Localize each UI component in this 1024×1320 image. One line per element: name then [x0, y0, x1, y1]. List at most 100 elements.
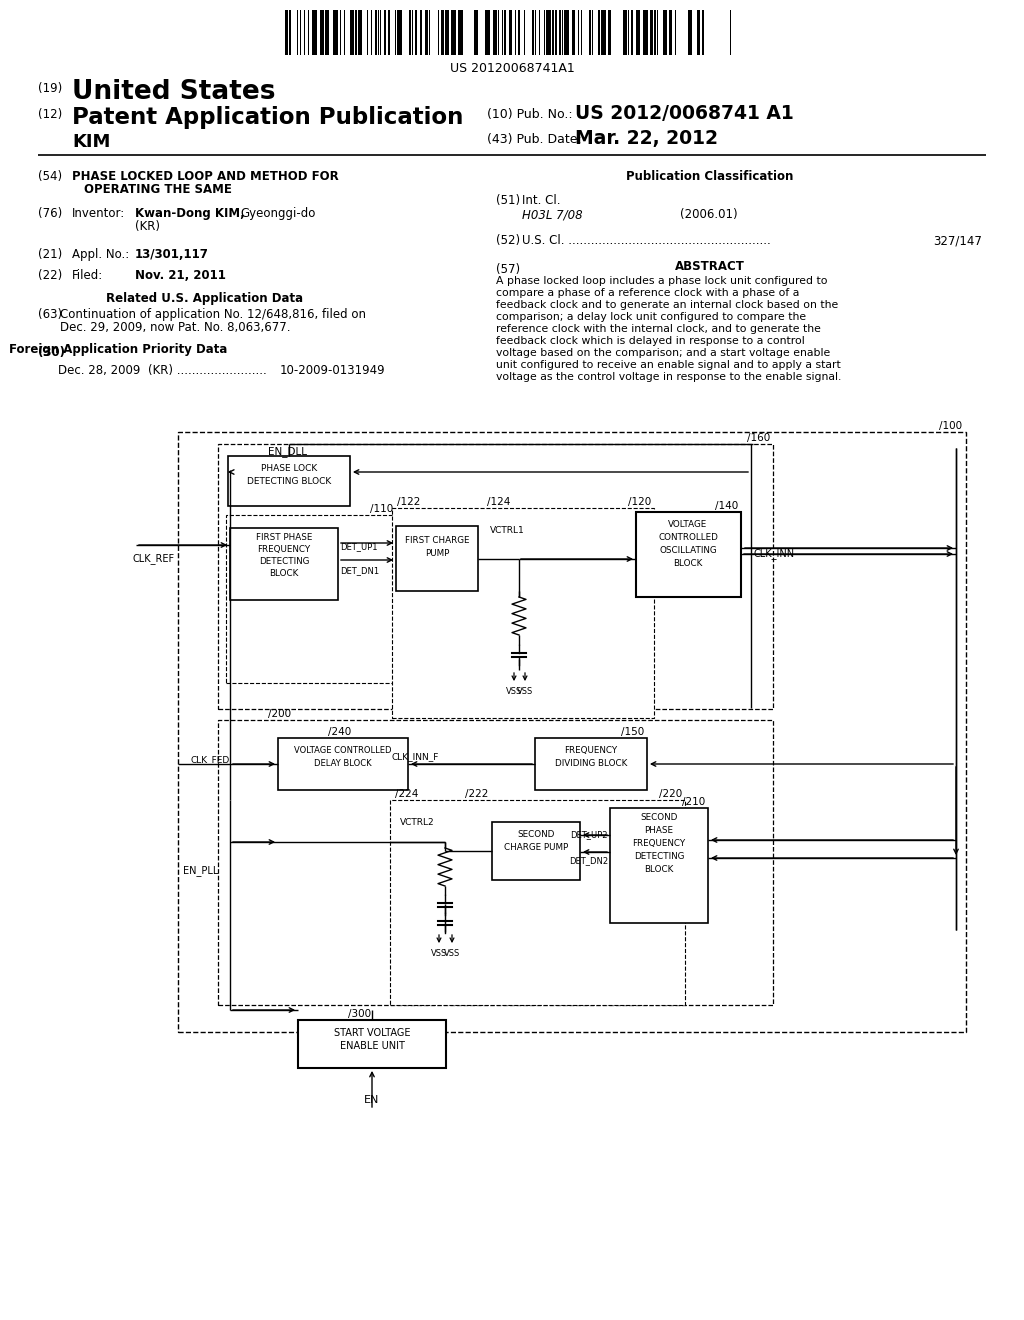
Bar — [654, 11, 656, 55]
Text: (54): (54) — [38, 170, 62, 183]
Bar — [572, 11, 575, 55]
Bar — [623, 11, 627, 55]
Text: feedback clock which is delayed in response to a control: feedback clock which is delayed in respo… — [496, 337, 805, 346]
Bar — [445, 11, 449, 55]
Text: /220: /220 — [658, 789, 682, 799]
Bar — [631, 11, 633, 55]
Text: BLOCK: BLOCK — [644, 865, 674, 874]
Text: (52): (52) — [496, 234, 520, 247]
Text: VCTRL1: VCTRL1 — [490, 525, 524, 535]
Text: 327/147: 327/147 — [933, 234, 982, 247]
Bar — [535, 738, 647, 789]
Bar — [285, 11, 288, 55]
Text: DET_DN2: DET_DN2 — [569, 855, 608, 865]
Bar — [663, 11, 667, 55]
Text: VCTRL2: VCTRL2 — [400, 818, 434, 828]
Text: A phase locked loop includes a phase lock unit configured to: A phase locked loop includes a phase loc… — [496, 276, 827, 286]
Text: 10-2009-0131949: 10-2009-0131949 — [280, 364, 386, 378]
Text: (63): (63) — [38, 308, 62, 321]
Bar — [289, 11, 291, 55]
Bar — [589, 11, 591, 55]
Text: ABSTRACT: ABSTRACT — [675, 260, 744, 273]
Bar — [358, 11, 362, 55]
Bar — [492, 822, 580, 880]
Text: Dec. 29, 2009, now Pat. No. 8,063,677.: Dec. 29, 2009, now Pat. No. 8,063,677. — [60, 321, 291, 334]
Bar — [636, 11, 640, 55]
Text: Publication Classification: Publication Classification — [627, 170, 794, 183]
Bar — [397, 11, 402, 55]
Text: BLOCK: BLOCK — [674, 558, 702, 568]
Text: Inventor:: Inventor: — [72, 207, 125, 220]
Bar — [425, 11, 428, 55]
Text: Gyeonggi-do: Gyeonggi-do — [240, 207, 315, 220]
Text: feedback clock and to generate an internal clock based on the: feedback clock and to generate an intern… — [496, 300, 839, 310]
Text: (57): (57) — [496, 263, 520, 276]
Bar — [409, 11, 411, 55]
Text: EN_DLL: EN_DLL — [268, 446, 307, 457]
Text: (KR): (KR) — [135, 220, 160, 234]
Bar — [312, 11, 317, 55]
Bar — [325, 11, 329, 55]
Bar — [178, 432, 966, 1032]
Text: /150: /150 — [621, 727, 644, 737]
Bar — [509, 11, 512, 55]
Bar — [697, 11, 700, 55]
Bar — [355, 11, 357, 55]
Text: (51): (51) — [496, 194, 520, 207]
Text: START VOLTAGE: START VOLTAGE — [334, 1028, 411, 1038]
Text: (76): (76) — [38, 207, 62, 220]
Bar — [650, 11, 653, 55]
Text: DET_UP2: DET_UP2 — [570, 830, 608, 840]
Text: (43) Pub. Date:: (43) Pub. Date: — [487, 133, 582, 147]
Bar — [702, 11, 705, 55]
Text: DET_DN1: DET_DN1 — [340, 566, 379, 576]
Text: FREQUENCY: FREQUENCY — [633, 840, 686, 847]
Bar — [375, 11, 377, 55]
Text: FIRST PHASE: FIRST PHASE — [256, 533, 312, 543]
Text: DETECTING: DETECTING — [259, 557, 309, 566]
Text: /160: /160 — [746, 433, 770, 444]
Text: OPERATING THE SAME: OPERATING THE SAME — [84, 183, 231, 195]
Text: VSS: VSS — [431, 949, 447, 958]
Text: PUMP: PUMP — [425, 549, 450, 558]
Text: (KR) ........................: (KR) ........................ — [148, 364, 266, 378]
Bar — [559, 11, 561, 55]
Text: VOLTAGE CONTROLLED: VOLTAGE CONTROLLED — [294, 746, 392, 755]
Text: U.S. Cl. ......................................................: U.S. Cl. ...............................… — [522, 234, 771, 247]
Text: 13/301,117: 13/301,117 — [135, 248, 209, 261]
Text: CHARGE PUMP: CHARGE PUMP — [504, 843, 568, 851]
Bar — [608, 11, 611, 55]
Bar — [552, 11, 554, 55]
Text: /240: /240 — [328, 727, 351, 737]
Text: /122: /122 — [397, 498, 421, 507]
Text: VOLTAGE: VOLTAGE — [669, 520, 708, 529]
Text: comparison; a delay lock unit configured to compare the: comparison; a delay lock unit configured… — [496, 312, 806, 322]
Bar — [564, 11, 569, 55]
Bar — [396, 525, 478, 591]
Text: ENABLE UNIT: ENABLE UNIT — [340, 1041, 404, 1051]
Text: /110: /110 — [370, 504, 393, 513]
Bar — [669, 11, 672, 55]
Bar — [226, 515, 396, 682]
Text: EN: EN — [365, 1096, 380, 1105]
Text: DIVIDING BLOCK: DIVIDING BLOCK — [555, 759, 627, 768]
Text: (12): (12) — [38, 108, 62, 121]
Text: Mar. 22, 2012: Mar. 22, 2012 — [575, 129, 718, 148]
Text: DELAY BLOCK: DELAY BLOCK — [314, 759, 372, 768]
Text: Patent Application Publication: Patent Application Publication — [72, 106, 464, 129]
Bar — [218, 444, 773, 709]
Text: CLK_REF: CLK_REF — [133, 553, 175, 564]
Text: /300: /300 — [348, 1008, 371, 1019]
Bar — [350, 11, 354, 55]
Bar — [451, 11, 456, 55]
Text: United States: United States — [72, 79, 275, 106]
Bar — [230, 528, 338, 601]
Bar — [636, 512, 741, 597]
Text: Dec. 28, 2009: Dec. 28, 2009 — [58, 364, 140, 378]
Bar — [298, 1020, 446, 1068]
Bar — [555, 11, 557, 55]
Text: VSS: VSS — [443, 949, 460, 958]
Text: voltage as the control voltage in response to the enable signal.: voltage as the control voltage in respon… — [496, 372, 842, 381]
Bar — [319, 11, 324, 55]
Bar — [458, 11, 463, 55]
